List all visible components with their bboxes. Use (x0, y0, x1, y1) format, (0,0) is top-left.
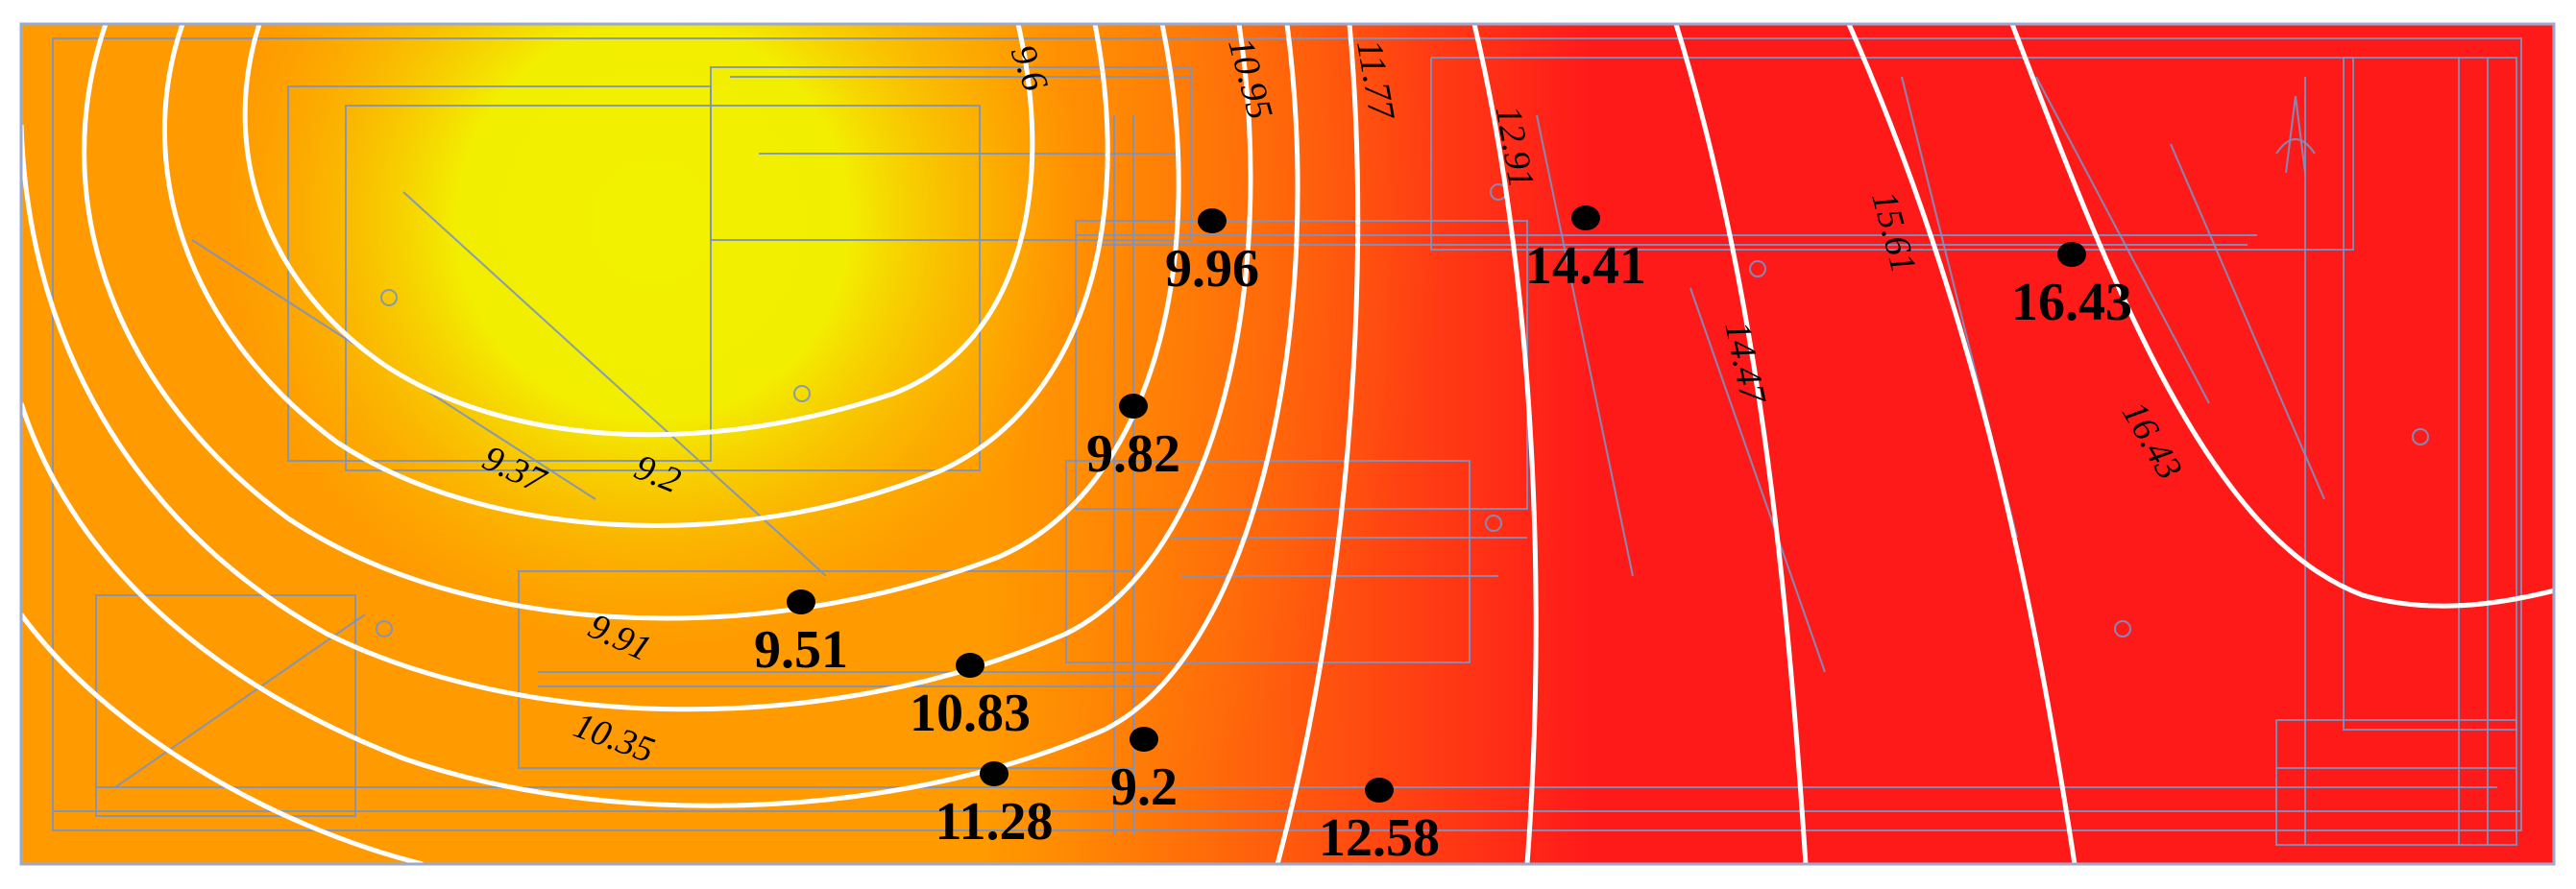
measurement-marker (1198, 208, 1227, 233)
floorplan-line (114, 613, 366, 788)
map-border (19, 22, 2556, 866)
measurement-marker (1119, 394, 1148, 419)
measurement-marker (1365, 778, 1394, 803)
floorplan-fixture (1485, 515, 1502, 532)
measurement-value: 16.43 (2011, 273, 2132, 332)
isoline (21, 24, 1253, 712)
floorplan-wall (710, 66, 1192, 241)
measurement-value: 9.51 (754, 620, 848, 680)
floorplan-wall (2343, 57, 2517, 731)
heat-hotspot (21, 24, 2554, 864)
isoline (21, 613, 424, 864)
isoline (2009, 24, 2554, 609)
floorplan-line (2170, 143, 2325, 500)
isoline (1673, 24, 1809, 864)
isoline (1275, 24, 1361, 864)
measurement-marker (787, 589, 815, 614)
measurement-value: 14.41 (1525, 236, 1646, 296)
measurement-value: 10.83 (910, 684, 1031, 743)
floorplan-line (402, 191, 827, 577)
floorplan-fixture (2412, 428, 2429, 445)
isoline (161, 24, 1110, 528)
measurement-value: 11.28 (936, 792, 1054, 852)
isoline (21, 24, 1300, 808)
measurement-value: 9.82 (1086, 424, 1180, 484)
floor-plan-overlay (52, 37, 2522, 846)
measurement-value: 12.58 (1319, 808, 1440, 868)
isoline (82, 24, 1181, 621)
floorplan-fixture (1749, 260, 1766, 277)
floorplan-fixture (793, 385, 811, 402)
measurement-marker (1130, 727, 1158, 752)
measurement-marker (956, 653, 984, 678)
measurement-marker (1571, 205, 1600, 230)
measurement-marker (980, 761, 1009, 786)
floorplan-fixture (2114, 620, 2131, 637)
floorplan-wall (287, 85, 712, 462)
isolines (21, 24, 2554, 864)
floorplan-line (1689, 287, 1826, 673)
isoline (1846, 24, 2078, 864)
floorplan-line (1536, 114, 1634, 577)
isoline (1471, 24, 1539, 864)
measurement-marker (2057, 242, 2086, 267)
floorplan-symbol (2275, 95, 2316, 174)
floorplan-wall (1430, 57, 2354, 251)
measurement-points: 9.96 14.41 16.43 9.82 9.51 10.83 9.2 11.28 12.58 (754, 205, 2132, 868)
measurement-value: 9.96 (1165, 239, 1259, 299)
floorplan-wall (95, 594, 356, 817)
floorplan-wall (2275, 719, 2517, 846)
floorplan-fixture (380, 289, 398, 306)
floorplan-line (2035, 76, 2210, 404)
floorplan-wall (345, 105, 981, 471)
isoline (242, 24, 1035, 438)
floorplan-fixture (376, 620, 393, 637)
measurement-value: 9.2 (1110, 757, 1178, 817)
